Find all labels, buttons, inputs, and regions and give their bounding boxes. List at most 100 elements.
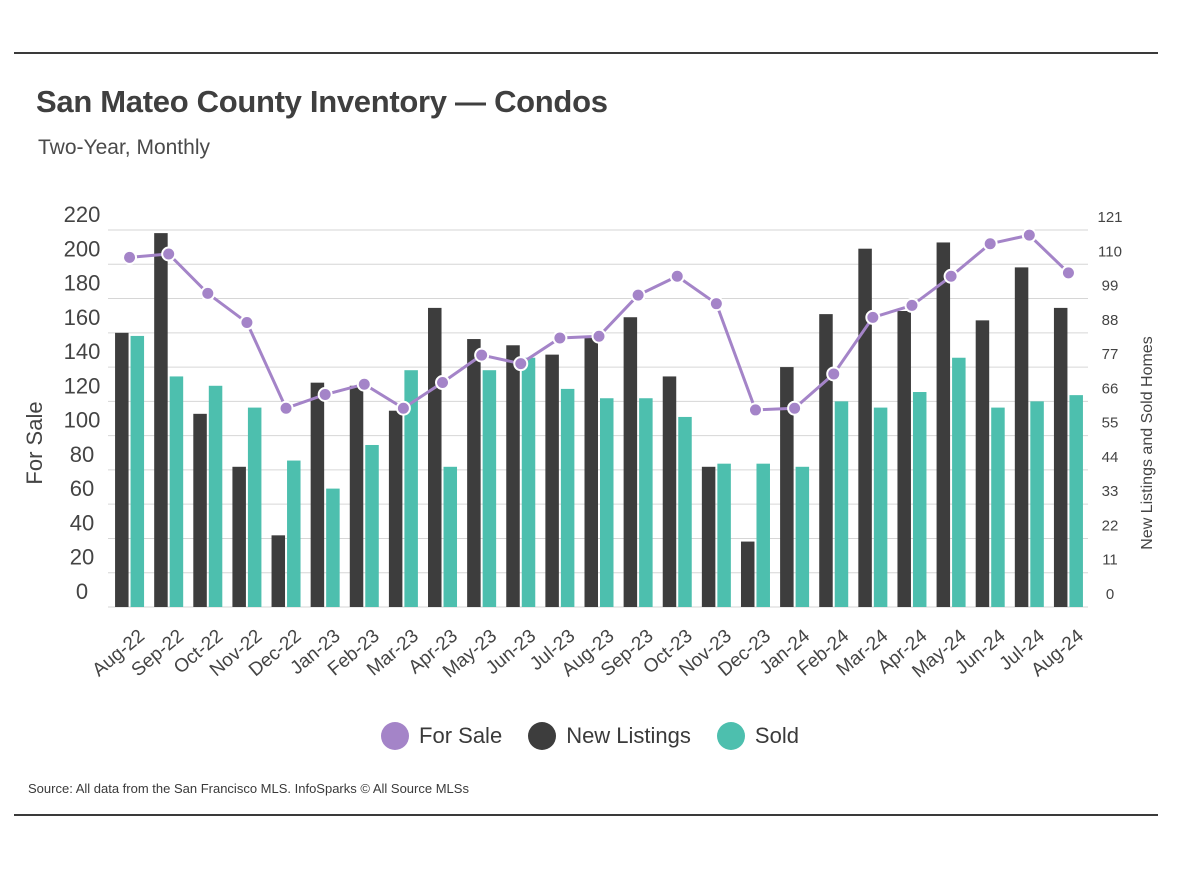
bar-new-listings-jun-24: [975, 320, 990, 607]
bar-new-listings-aug-23: [584, 335, 598, 607]
left-tick-label: 80: [70, 442, 94, 467]
left-tick-label: 20: [70, 545, 94, 570]
legend-item-sold[interactable]: Sold: [716, 722, 799, 750]
bar-series: [115, 233, 1083, 607]
bar-sold-jun-23: [521, 357, 536, 607]
for-sale-point-feb-23: [356, 376, 372, 392]
bar-sold-sep-23: [639, 398, 653, 607]
x-axis-ticks: Aug-22Sep-22Oct-22Nov-22Dec-22Jan-23Feb-…: [89, 625, 1089, 682]
left-tick-label: 100: [64, 408, 101, 433]
right-tick-label: 33: [1102, 483, 1119, 500]
for-sale-point-dec-23: [747, 402, 763, 418]
bar-sold-jul-24: [1030, 401, 1044, 607]
left-axis-label: For Sale: [22, 401, 47, 484]
bar-new-listings-nov-22: [232, 466, 246, 607]
for-sale-point-jul-24: [1021, 227, 1037, 243]
legend-label-sold: Sold: [754, 723, 799, 748]
bar-sold-may-24: [952, 357, 966, 607]
bar-sold-dec-22: [287, 460, 301, 607]
left-tick-label: 140: [64, 339, 101, 364]
for-sale-point-oct-23: [669, 268, 685, 284]
bar-new-listings-apr-23: [428, 307, 442, 607]
legend-item-new-listings[interactable]: New Listings: [528, 722, 691, 750]
new-listings-swatch-icon: [528, 722, 557, 750]
bar-sold-mar-23: [404, 370, 418, 607]
bar-new-listings-mar-24: [858, 248, 872, 607]
right-tick-label: 44: [1102, 449, 1119, 466]
source-note: Source: All data from the San Francisco …: [28, 781, 469, 796]
bar-new-listings-feb-23: [349, 385, 364, 607]
for-sale-point-aug-24: [1060, 265, 1076, 281]
bar-new-listings-jan-23: [310, 382, 325, 607]
bar-new-listings-oct-23: [662, 376, 677, 607]
for-sale-point-jun-23: [513, 356, 529, 372]
bar-sold-oct-23: [678, 416, 692, 607]
bar-sold-jul-23: [560, 388, 575, 607]
right-tick-label: 121: [1097, 209, 1122, 226]
for-sale-point-dec-22: [278, 400, 294, 416]
for-sale-point-sep-22: [161, 246, 177, 262]
for-sale-point-nov-22: [239, 315, 255, 331]
bar-new-listings-oct-22: [193, 413, 207, 607]
for-sale-point-mar-24: [865, 309, 881, 325]
for-sale-point-mar-23: [395, 400, 411, 416]
bar-new-listings-dec-23: [740, 541, 755, 607]
left-tick-label: 160: [64, 305, 101, 330]
bar-sold-mar-24: [873, 407, 888, 607]
for-sale-point-may-23: [474, 347, 490, 363]
for-sale-point-feb-24: [826, 366, 842, 382]
bar-sold-nov-22: [247, 407, 262, 607]
for-sale-point-apr-23: [435, 375, 451, 391]
bar-sold-dec-23: [756, 463, 770, 607]
left-tick-label: 40: [70, 510, 94, 535]
bar-sold-apr-24: [912, 392, 927, 607]
bar-sold-apr-23: [443, 466, 458, 607]
for-sale-point-jan-23: [317, 387, 333, 403]
bar-sold-aug-22: [130, 335, 145, 607]
bar-new-listings-sep-23: [623, 317, 638, 607]
right-tick-label: 99: [1102, 278, 1119, 295]
right-tick-label: 77: [1102, 346, 1119, 363]
legend-item-for-sale[interactable]: For Sale: [381, 722, 502, 750]
right-tick-label: 0: [1106, 586, 1114, 603]
bar-new-listings-feb-24: [819, 314, 833, 607]
bar-sold-may-23: [482, 370, 497, 607]
bar-new-listings-dec-22: [271, 535, 286, 607]
left-axis-ticks: 0 20 40 60 80 100 120 140 160 180 200 220: [64, 202, 101, 604]
bar-sold-sep-22: [169, 376, 184, 607]
for-sale-swatch-icon: [381, 722, 410, 750]
bar-sold-jan-24: [795, 466, 810, 607]
bar-sold-aug-24: [1069, 395, 1083, 607]
bar-sold-oct-22: [208, 385, 223, 607]
right-axis-ticks: 0 11 22 33 44 55 66 77 88 99 110 121: [1097, 209, 1122, 603]
legend-label-for-sale: For Sale: [419, 723, 503, 748]
for-sale-point-nov-23: [708, 296, 724, 312]
bar-new-listings-apr-24: [897, 311, 911, 607]
for-sale-point-aug-23: [591, 328, 607, 344]
for-sale-line: [129, 233, 1070, 412]
bar-new-listings-mar-23: [388, 410, 403, 607]
bottom-rule: [14, 814, 1158, 816]
left-tick-label: 180: [64, 271, 101, 296]
bar-sold-feb-24: [834, 401, 849, 607]
right-tick-label: 55: [1102, 415, 1119, 432]
left-tick-label: 120: [64, 373, 101, 398]
for-sale-point-aug-22: [122, 249, 138, 265]
bar-new-listings-aug-22: [115, 332, 129, 607]
for-sale-point-may-24: [943, 268, 959, 284]
right-axis-label: New Listings and Sold Homes: [1139, 336, 1156, 549]
left-tick-label: 220: [64, 202, 101, 227]
right-tick-label: 88: [1102, 312, 1119, 329]
for-sale-point-oct-22: [200, 285, 216, 301]
top-rule: [14, 52, 1158, 54]
right-tick-label: 22: [1102, 517, 1119, 534]
bar-new-listings-aug-24: [1053, 307, 1068, 607]
bar-new-listings-jan-24: [780, 367, 794, 607]
left-tick-label: 0: [76, 579, 88, 604]
bar-new-listings-jun-23: [506, 345, 520, 607]
bar-sold-jun-24: [991, 407, 1005, 607]
bar-new-listings-may-24: [936, 242, 951, 607]
for-sale-point-jul-23: [552, 330, 568, 346]
bar-new-listings-sep-22: [154, 233, 168, 607]
